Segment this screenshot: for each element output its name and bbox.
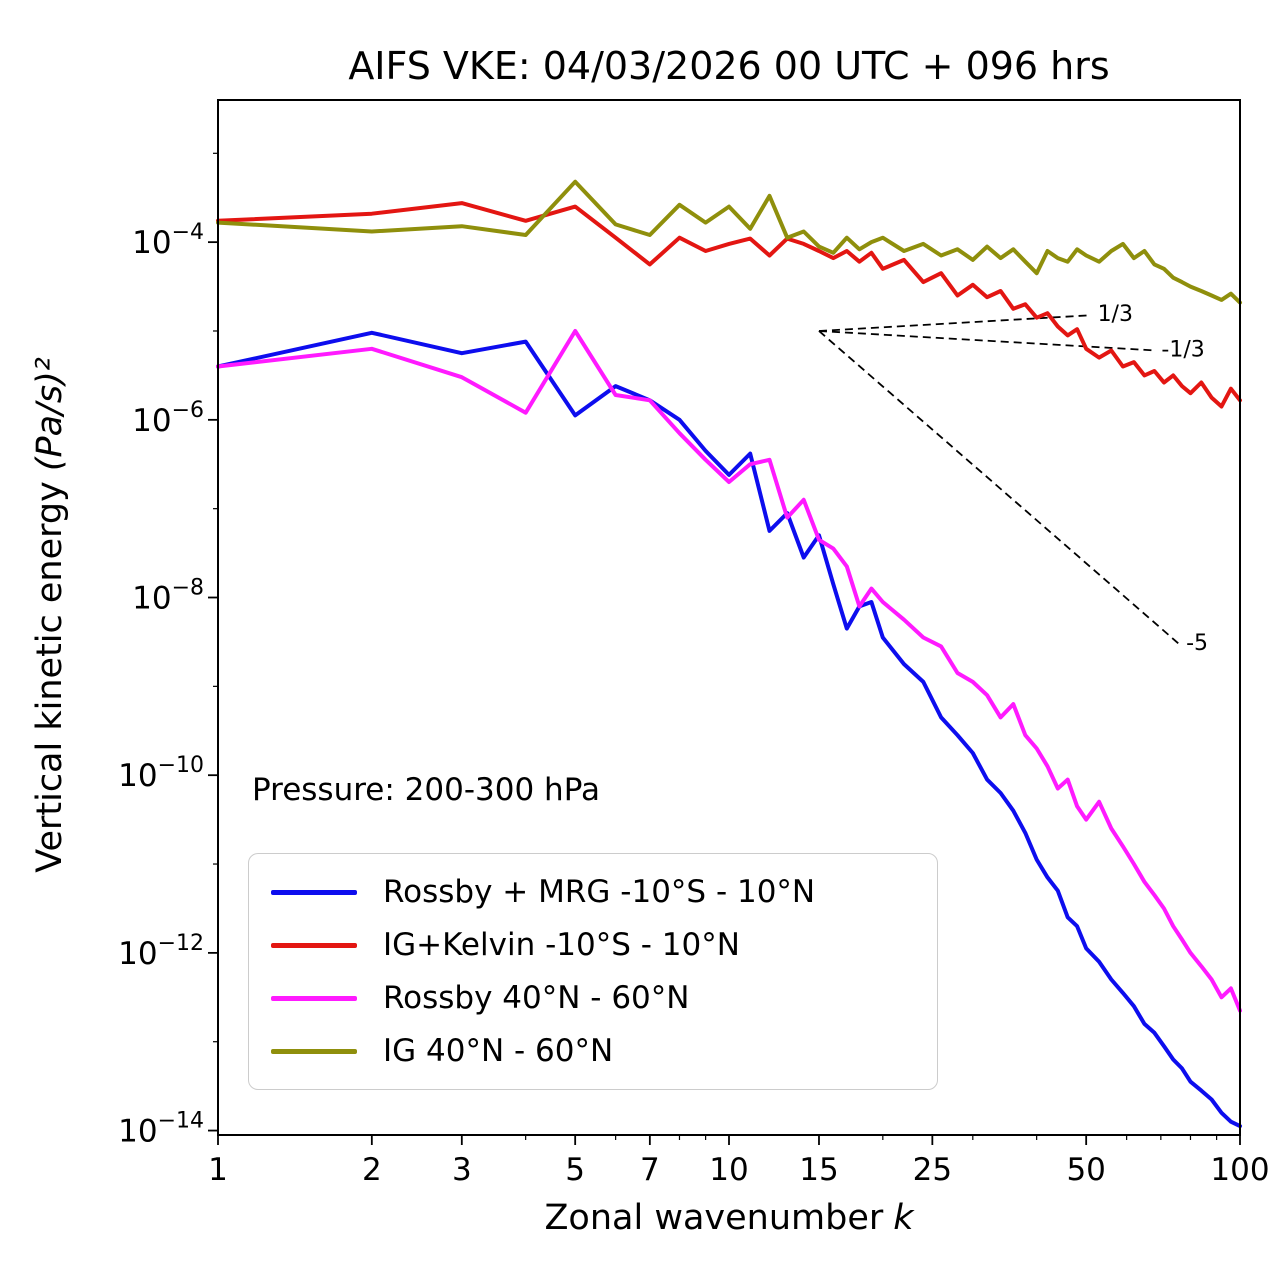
legend-label-ig-midlat: IG 40°N - 60°N	[383, 1033, 614, 1069]
y-axis-label: Vertical kinetic energy (Pa/s)²	[30, 110, 70, 1120]
chart-title: AIFS VKE: 04/03/2026 00 UTC + 096 hrs	[348, 44, 1110, 88]
legend-line-swatch-ig-kelvin-tropics	[271, 942, 357, 948]
series-line-1	[216, 201, 1242, 409]
x-axis-label-text: Zonal wavenumber	[544, 1198, 884, 1238]
series-line-0	[216, 330, 1242, 1129]
y-tick-label: 10−14	[118, 1109, 204, 1150]
slope-reference-line-0	[818, 314, 1091, 332]
legend-label-rossby-midlat: Rossby 40°N - 60°N	[383, 980, 690, 1016]
x-tick-label: 25	[913, 1152, 952, 1188]
legend-line-swatch-rossby-mrg-tropics	[271, 889, 357, 895]
x-axis-label: Zonal wavenumber k	[218, 1198, 1240, 1238]
x-tick-label: 7	[640, 1152, 660, 1188]
series-line-3	[216, 179, 1242, 305]
x-tick-label: 1	[208, 1152, 228, 1188]
y-tick-label: 10−8	[132, 576, 204, 617]
legend-item-rossby-midlat: Rossby 40°N - 60°N	[271, 980, 915, 1016]
x-tick-label: 15	[799, 1152, 838, 1188]
series-line-2	[216, 329, 1242, 1013]
x-tick-label: 50	[1066, 1152, 1105, 1188]
slope-label-2: -5	[1186, 631, 1208, 656]
legend-label-ig-kelvin-tropics: IG+Kelvin -10°S - 10°N	[383, 927, 740, 963]
x-tick-label: 100	[1210, 1152, 1269, 1188]
legend-item-ig-midlat: IG 40°N - 60°N	[271, 1033, 915, 1069]
legend-line-swatch-rossby-midlat	[271, 995, 357, 1001]
y-axis-label-text: Vertical kinetic energy	[30, 481, 70, 873]
axes-ticks-group	[208, 152, 1241, 1145]
legend-item-ig-kelvin-tropics: IG+Kelvin -10°S - 10°N	[271, 927, 915, 963]
y-tick-label: 10−4	[132, 220, 204, 261]
y-tick-label: 10−6	[132, 398, 204, 439]
slope-reference-line-2	[818, 330, 1180, 645]
y-tick-label: 10−10	[118, 753, 204, 794]
pressure-annotation: Pressure: 200-300 hPa	[252, 772, 600, 808]
slope-label-1: -1/3	[1161, 337, 1204, 362]
y-axis-label-units: (Pa/s)²	[30, 357, 70, 472]
x-tick-label: 3	[452, 1152, 472, 1188]
y-tick-label: 10−12	[118, 931, 204, 972]
legend-label-rossby-mrg-tropics: Rossby + MRG -10°S - 10°N	[383, 874, 816, 910]
reference-lines-group: 1/3 -1/3 -5	[818, 302, 1208, 656]
slope-reference-line-1	[818, 330, 1155, 352]
x-tick-label: 2	[362, 1152, 382, 1188]
x-tick-label: 10	[709, 1152, 748, 1188]
series-group	[216, 179, 1242, 1129]
legend-line-swatch-ig-midlat	[271, 1048, 357, 1054]
axes-tick-labels-group: 1 2 3 5 7 10 15 25 50 100 10−4 10−6 10−8 10−10 10−12 10…	[118, 220, 1269, 1188]
x-tick-label: 5	[565, 1152, 585, 1188]
x-axis-label-symbol: k	[893, 1198, 914, 1238]
slope-label-0: 1/3	[1098, 302, 1133, 327]
legend: Rossby + MRG -10°S - 10°N IG+Kelvin -10°…	[248, 853, 938, 1090]
legend-item-rossby-mrg-tropics: Rossby + MRG -10°S - 10°N	[271, 874, 915, 910]
